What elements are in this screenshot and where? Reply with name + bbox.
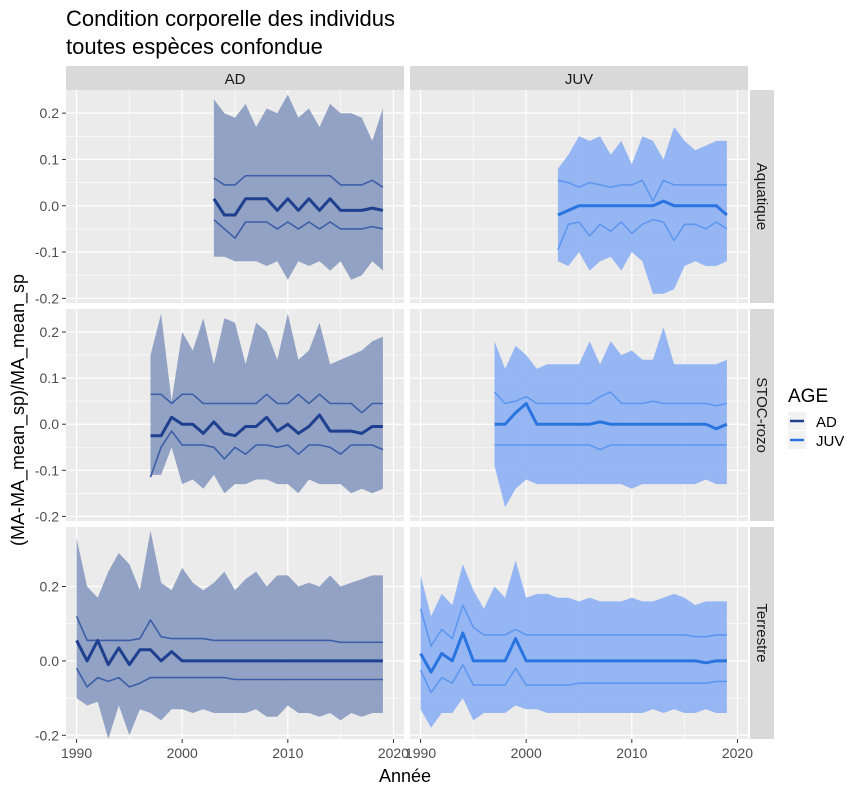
upper-band-line [213,174,384,188]
confidence-ribbon [150,313,383,494]
chart-title-line-2: toutes espèces confondue [66,34,323,59]
strip-label-aquatique: Aquatique [753,163,770,231]
x-tick-label: 2020 [722,745,753,761]
x-axis-title: Année [379,766,431,786]
y-tick-label: -0.1 [35,244,59,260]
confidence-ribbon [76,530,383,739]
x-tick-label: 2000 [167,745,198,761]
x-tick-label: 2020 [378,745,409,761]
legend: AGE AD JUV [788,386,844,450]
y-tick-label: 0.0 [40,198,60,214]
legend-label-ad: AD [816,414,837,431]
strip-label-terrestre: Terrestre [753,603,770,662]
legend-label-juv: JUV [816,433,844,450]
series-terrestre-ad [75,530,383,739]
series-stoc-rozo-ad [149,313,384,494]
y-tick-label: -0.2 [35,508,59,524]
legend-title: AGE [788,386,828,407]
strip-label-ad: AD [225,71,246,88]
y-tick-label: 0.1 [40,370,60,386]
series-aquatique-ad [212,94,384,280]
y-tick-label: 0.2 [40,105,60,121]
mean-line [419,631,727,674]
mean-line [557,199,728,217]
upper-band-line [419,604,727,647]
facet-strips: AD JUV Aquatique STOC-rozo Terrestre [66,66,774,739]
confidence-ribbon [420,560,727,728]
x-tick-label: 2000 [511,745,542,761]
lower-band-line [494,444,727,451]
y-tick-label: 0.1 [40,151,60,167]
x-tick-label: 1990 [405,745,436,761]
lower-band-line [213,219,384,239]
mean-line [75,638,383,667]
x-tick-label: 2010 [272,745,303,761]
lower-band-line [75,667,383,688]
strip-label-juv: JUV [565,71,593,88]
lower-band-line [149,430,384,478]
y-tick-label: -0.2 [35,290,59,306]
strip-right-aquatique [750,90,774,303]
lower-band-line [419,663,727,694]
confidence-ribbon [213,94,383,280]
y-tick-label: -0.1 [35,462,59,478]
series-aquatique-juv [557,127,728,294]
lower-band-line [557,218,728,251]
y-tick-label: 0.2 [40,579,60,595]
x-tick-label: 2010 [616,745,647,761]
series-stoc-rozo-juv [493,327,728,508]
confidence-ribbon [494,327,727,508]
y-tick-label: 0.0 [40,653,60,669]
axes: -0.2 -0.1 0.0 0.1 0.2 -0.2 -0.1 0.0 0.1 0.2 -0.2 0.… [35,105,753,761]
mean-line [494,402,728,431]
confidence-ribbon [557,127,727,294]
upper-band-line [150,393,383,414]
upper-band-line [557,179,727,202]
y-tick-label: -0.2 [35,727,59,743]
series-terrestre-juv [419,560,727,728]
y-tick-label: 0.0 [40,416,60,432]
strip-right-terrestre [750,527,774,739]
strip-label-stoc-rozo: STOC-rozo [753,377,770,453]
strip-right-stoc-rozo [750,309,774,521]
strip-top-ad [66,66,404,90]
mean-line [150,413,383,438]
upper-band-line [75,615,383,644]
mean-line [212,197,384,217]
upper-band-line [493,391,728,407]
strip-top-juv [410,66,748,90]
y-axis-title: (MA-MA_mean_sp)/MA_mean_sp [8,274,29,546]
chart-title-line-1: Condition corporelle des individus [66,6,395,31]
x-tick-label: 1990 [61,745,92,761]
facet-panels [66,90,748,739]
y-tick-label: 0.2 [40,324,60,340]
